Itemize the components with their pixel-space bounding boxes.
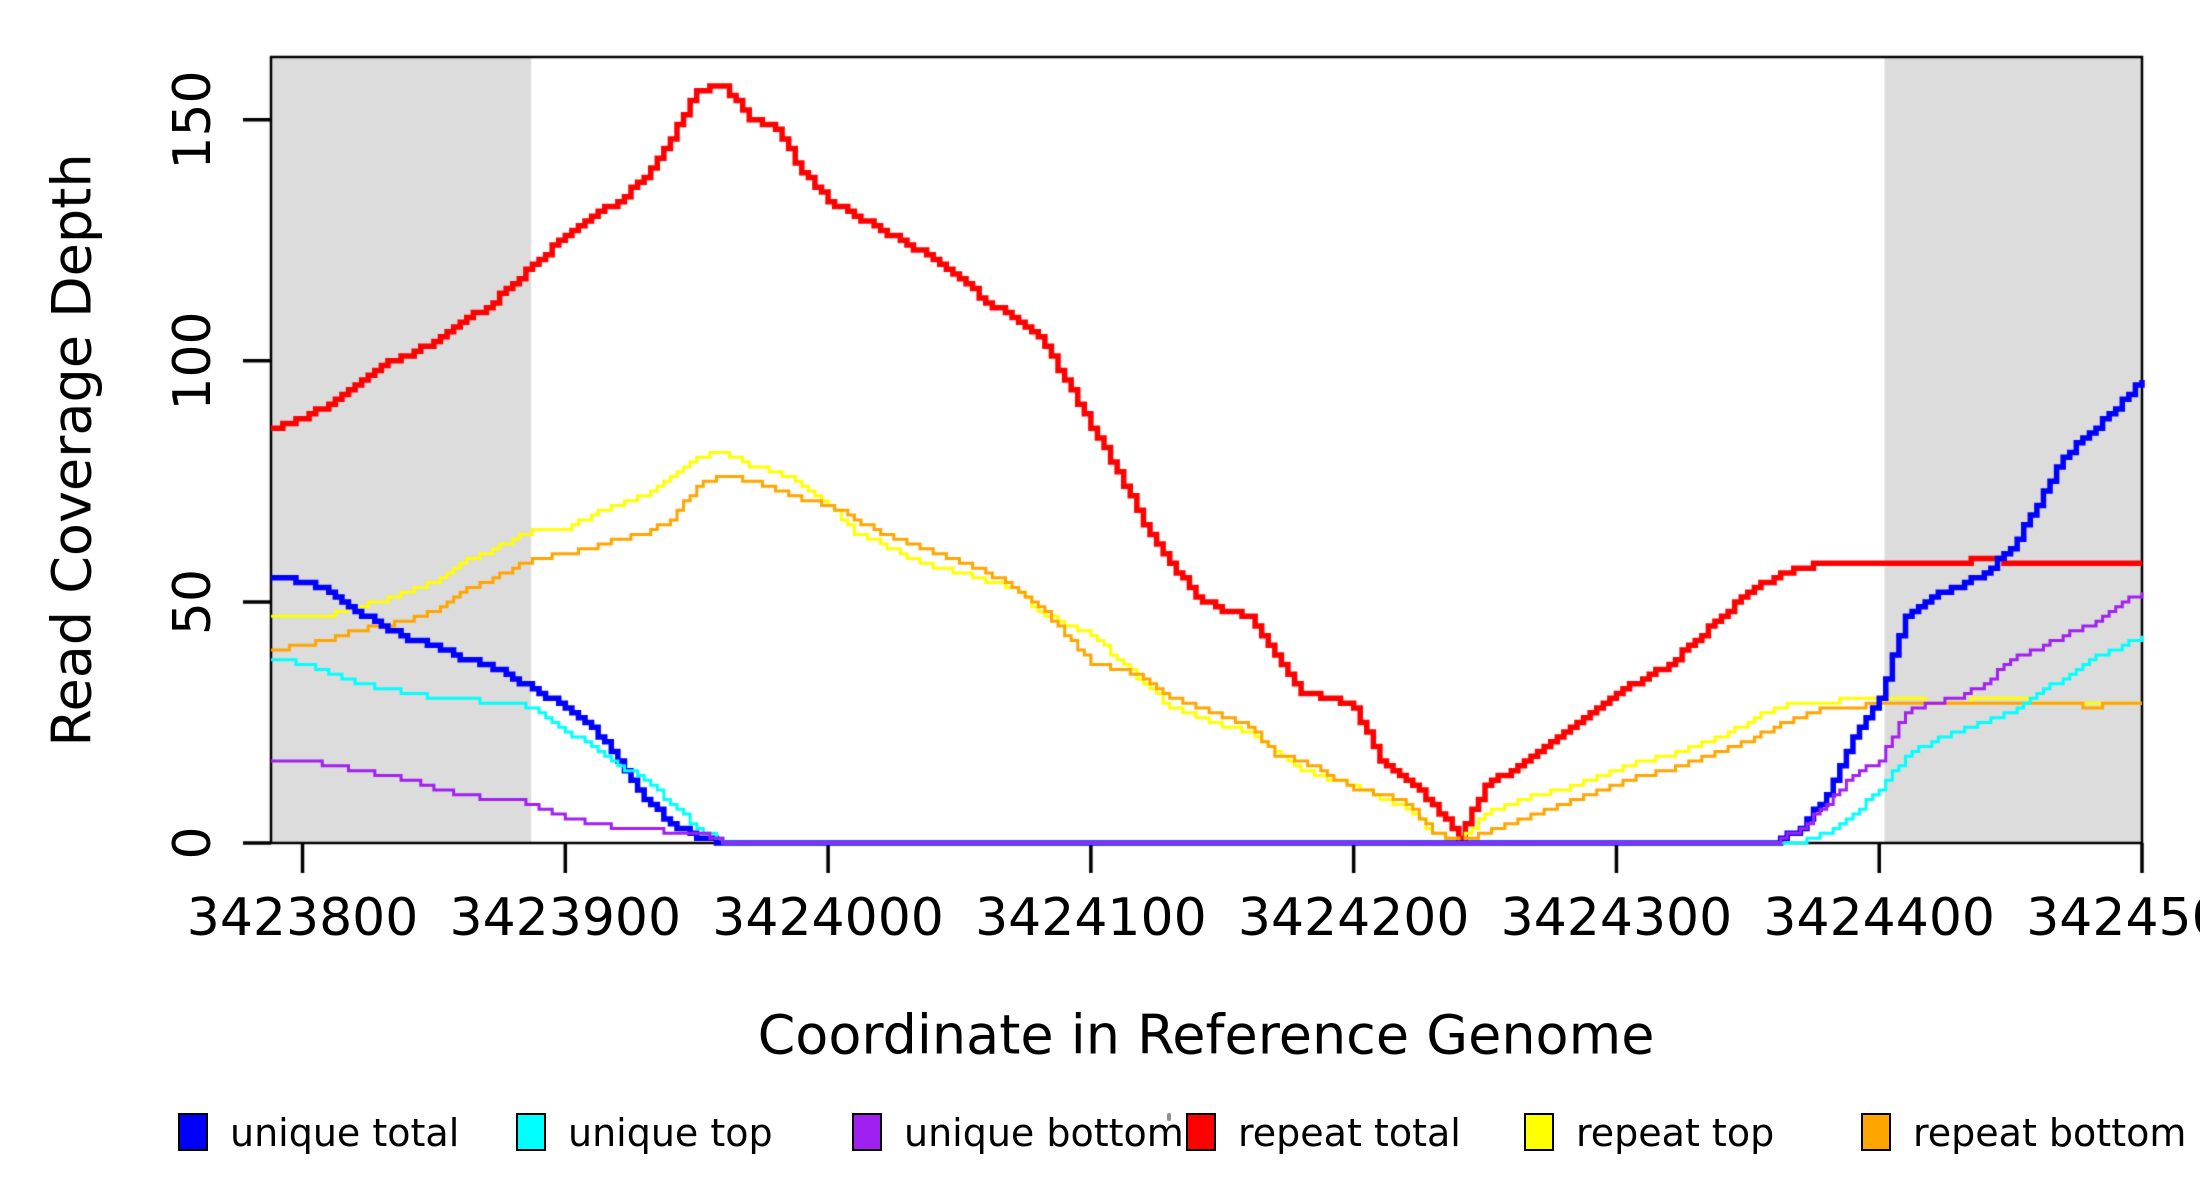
x-tick-label: 3424100 [975, 888, 1207, 948]
x-tick-label: 3424000 [712, 888, 944, 948]
legend-swatch-icon [1861, 1113, 1891, 1151]
x-tick-label: 3424400 [1763, 888, 1996, 948]
legend-swatch-icon [178, 1113, 208, 1151]
legend-swatch-icon [516, 1113, 546, 1151]
legend-label: unique bottom [904, 1111, 1184, 1155]
legend-label: repeat top [1576, 1111, 1775, 1155]
legend-label: repeat bottom [1913, 1111, 2187, 1155]
legend-swatch-icon [1524, 1113, 1554, 1151]
x-axis-title: Coordinate in Reference Genome [757, 1003, 1655, 1067]
y-tick-label: 100 [163, 311, 223, 411]
legend-label: unique top [568, 1111, 773, 1155]
y-tick-label: 150 [163, 70, 223, 170]
x-tick-label: 3423900 [449, 888, 682, 948]
x-tick-label: 3423800 [186, 888, 419, 948]
legend-swatch-icon [1186, 1113, 1216, 1151]
y-tick-label: 50 [163, 568, 223, 635]
legend-swatch-icon [852, 1113, 882, 1151]
x-tick-label: 3424300 [1500, 888, 1733, 948]
x-tick-label: 3424200 [1237, 888, 1470, 948]
y-tick-label: 0 [163, 826, 223, 860]
stray-mark-artifact [1167, 1113, 1171, 1121]
y-axis-title: Read Coverage Depth [40, 153, 104, 747]
legend-label: repeat total [1238, 1111, 1461, 1155]
x-tick-label: 3424500 [2026, 888, 2200, 948]
legend-label: unique total [230, 1111, 460, 1155]
